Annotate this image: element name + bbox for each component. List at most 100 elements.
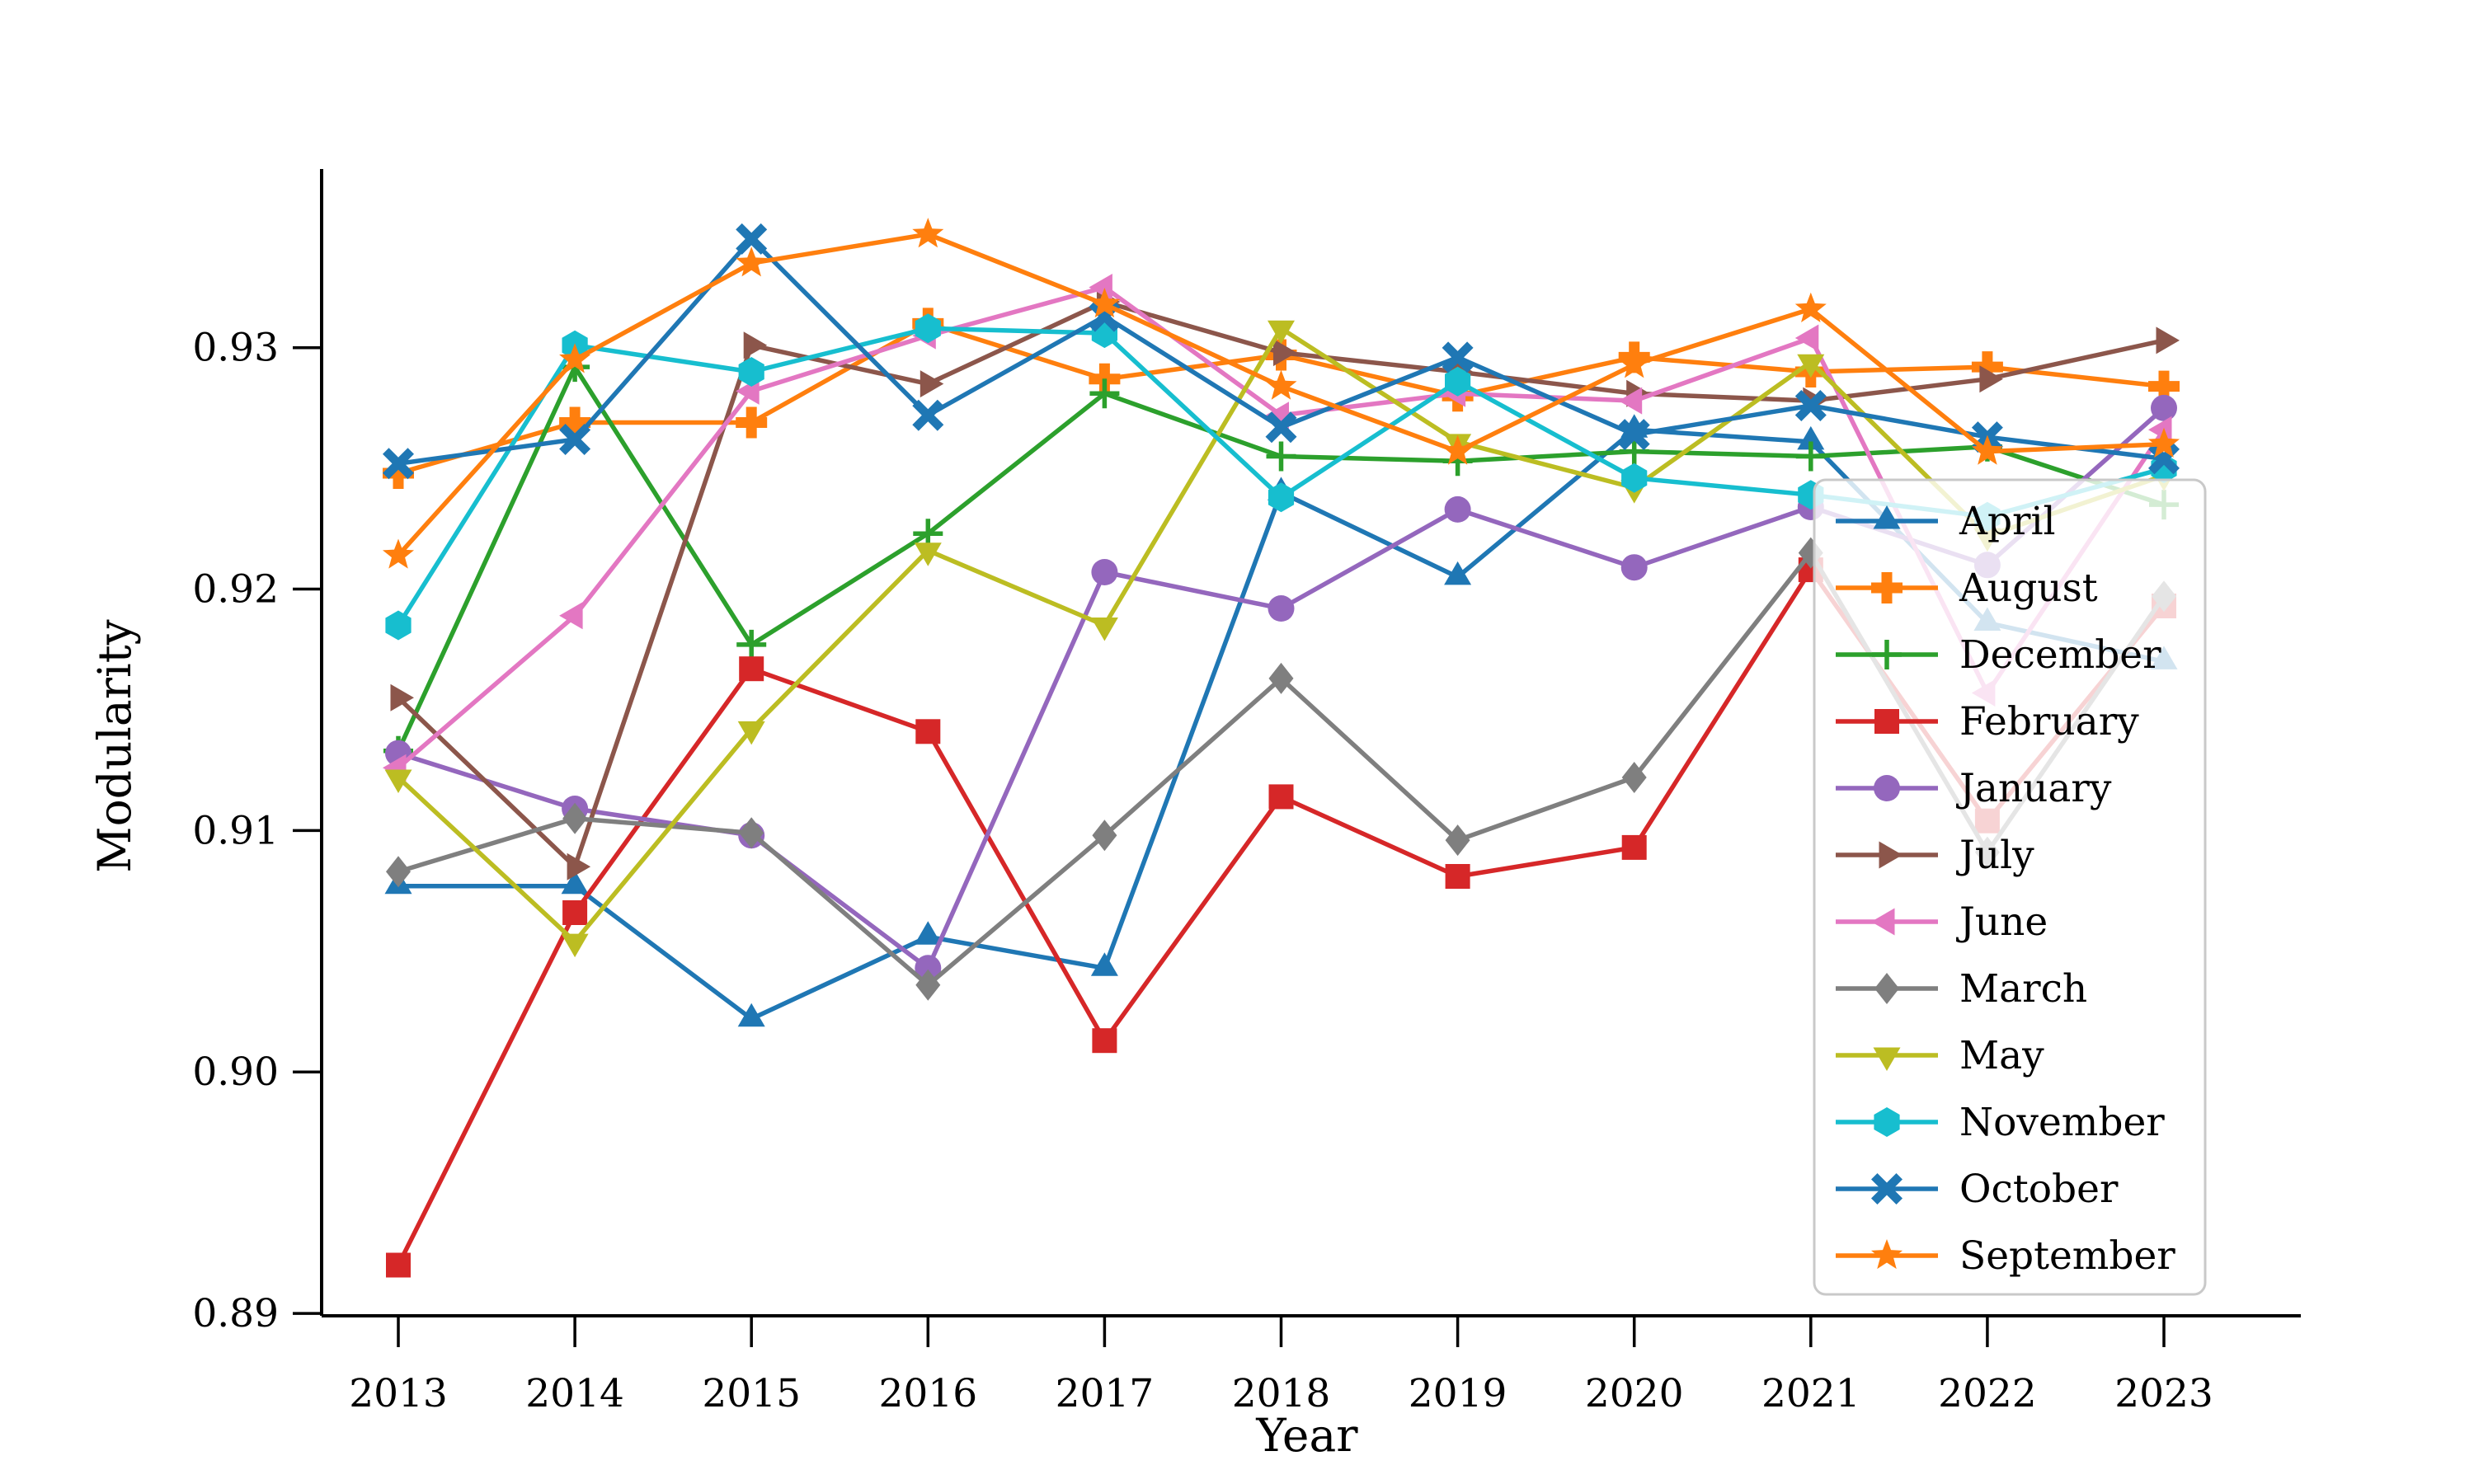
- triangle-down-marker-icon: [1268, 320, 1295, 345]
- legend-label: November: [1959, 1100, 2165, 1145]
- circle-marker-icon: [915, 955, 942, 982]
- triangle-left-marker-icon: [1794, 324, 1819, 352]
- legend-label: December: [1959, 632, 2161, 678]
- y-tick-label: 0.92: [192, 567, 279, 613]
- diamond-marker-icon: [915, 969, 941, 1001]
- legend-item-december: December: [1836, 632, 2161, 678]
- diamond-marker-icon: [739, 817, 764, 849]
- circle-marker-icon: [2151, 394, 2177, 421]
- triangle-right-marker-icon: [1979, 365, 2003, 393]
- triangle-left-marker-icon: [1618, 387, 1643, 415]
- triangle-down-marker-icon: [737, 721, 765, 745]
- diamond-marker-icon: [562, 802, 588, 834]
- circle-marker-icon: [1091, 559, 1118, 585]
- triangle-right-marker-icon: [1273, 339, 1297, 367]
- legend-label: October: [1959, 1167, 2119, 1212]
- square-marker-icon: [1874, 709, 1899, 734]
- plus-filled-marker-icon: [1971, 351, 2003, 383]
- plus-filled-marker-icon: [559, 406, 591, 439]
- legend-label: February: [1959, 699, 2139, 744]
- x-filled-marker-icon: [1618, 419, 1650, 451]
- circle-marker-icon: [1444, 495, 1471, 523]
- plus-thin-marker-icon: [1266, 441, 1296, 472]
- triangle-right-marker-icon: [2156, 326, 2180, 355]
- star-marker-icon: [1618, 348, 1650, 378]
- triangle-right-marker-icon: [390, 683, 414, 711]
- x-filled-marker-icon: [559, 424, 591, 455]
- legend-label: January: [1956, 766, 2112, 811]
- legend-item-october: October: [1836, 1167, 2119, 1212]
- legend-item-september: September: [1836, 1233, 2175, 1279]
- legend-item-february: February: [1836, 699, 2139, 744]
- legend-item-july: July: [1836, 833, 2034, 878]
- plus-thin-marker-icon: [1089, 378, 1120, 409]
- legend-label: August: [1959, 566, 2098, 611]
- y-tick-label: 0.93: [192, 326, 279, 371]
- hexagon-marker-icon: [1621, 463, 1648, 493]
- legend-item-march: March: [1836, 966, 2087, 1012]
- legend-item-january: January: [1836, 766, 2112, 811]
- star-marker-icon: [1971, 434, 2003, 465]
- y-tick-label: 0.91: [192, 808, 279, 853]
- hexagon-marker-icon: [1445, 366, 1471, 397]
- triangle-up-marker-icon: [1090, 952, 1118, 976]
- x-filled-marker-icon: [912, 399, 944, 431]
- plus-thin-marker-icon: [1795, 441, 1826, 472]
- x-tick-label: 2022: [1938, 1371, 2037, 1416]
- x-tick-label: 2018: [1232, 1371, 1331, 1416]
- x-tick-label: 2021: [1761, 1371, 1860, 1416]
- legend-label: March: [1959, 966, 2087, 1012]
- diamond-marker-icon: [1092, 819, 1117, 852]
- square-marker-icon: [562, 900, 588, 925]
- legend-label: June: [1956, 899, 2048, 945]
- triangle-up-marker-icon: [561, 870, 589, 895]
- square-marker-icon: [739, 656, 764, 682]
- star-marker-icon: [1870, 1239, 1903, 1270]
- diamond-marker-icon: [1445, 824, 1470, 857]
- triangle-up-marker-icon: [1444, 561, 1472, 585]
- x-tick-label: 2017: [1056, 1371, 1155, 1416]
- x-filled-marker-icon: [1442, 341, 1474, 373]
- x-filled-marker-icon: [1871, 1173, 1903, 1205]
- triangle-up-marker-icon: [1797, 425, 1825, 450]
- triangle-right-marker-icon: [920, 370, 944, 398]
- plus-thin-marker-icon: [736, 629, 767, 660]
- triangle-left-marker-icon: [559, 602, 583, 630]
- triangle-up-marker-icon: [1873, 505, 1901, 529]
- x-tick-label: 2019: [1409, 1371, 1507, 1416]
- y-tick-label: 0.89: [192, 1291, 279, 1336]
- hexagon-marker-icon: [738, 357, 764, 387]
- circle-marker-icon: [1268, 595, 1295, 622]
- x-filled-marker-icon: [1265, 411, 1297, 444]
- y-axis-title: Modularity: [88, 619, 141, 873]
- diamond-marker-icon: [1874, 973, 1899, 1004]
- hexagon-marker-icon: [1874, 1107, 1900, 1137]
- x-tick-label: 2016: [878, 1371, 977, 1416]
- x-tick-label: 2023: [2114, 1371, 2213, 1416]
- hexagon-marker-icon: [915, 313, 941, 344]
- square-marker-icon: [1092, 1028, 1117, 1054]
- triangle-down-marker-icon: [1797, 354, 1825, 378]
- star-marker-icon: [736, 247, 768, 277]
- square-marker-icon: [386, 1252, 411, 1278]
- legend-item-august: August: [1836, 566, 2098, 611]
- x-filled-marker-icon: [736, 223, 768, 255]
- y-tick-label: 0.90: [192, 1050, 279, 1095]
- x-tick-label: 2013: [349, 1371, 448, 1416]
- square-marker-icon: [1445, 864, 1470, 889]
- star-marker-icon: [382, 538, 415, 569]
- triangle-right-marker-icon: [1879, 841, 1903, 869]
- x-tick-label: 2015: [702, 1371, 801, 1416]
- circle-marker-icon: [1874, 775, 1900, 801]
- triangle-right-marker-icon: [567, 852, 591, 881]
- star-marker-icon: [2147, 427, 2180, 458]
- star-marker-icon: [1089, 288, 1121, 318]
- triangle-down-marker-icon: [1873, 1047, 1901, 1071]
- legend-label: September: [1959, 1233, 2175, 1279]
- star-marker-icon: [559, 343, 591, 373]
- square-marker-icon: [1621, 834, 1647, 860]
- legend-item-november: November: [1836, 1100, 2165, 1145]
- triangle-up-marker-icon: [914, 921, 942, 945]
